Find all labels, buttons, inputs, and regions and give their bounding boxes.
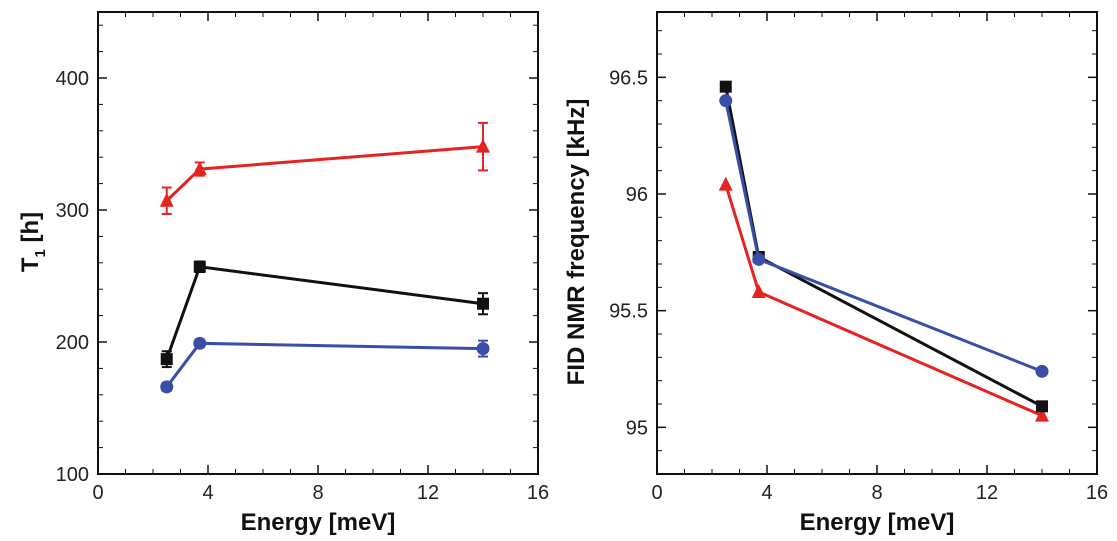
data-point-circle <box>160 380 174 394</box>
data-point-circle <box>752 252 766 266</box>
x-tick-label: 4 <box>202 482 213 504</box>
data-point-triangle <box>1035 407 1049 422</box>
x-tick-label: 0 <box>651 482 662 504</box>
y-tick-label: 95 <box>626 417 648 439</box>
data-point-square <box>719 80 732 93</box>
series-line-triangle <box>165 145 484 202</box>
x-axis-label-right: Energy [meV] <box>800 509 955 536</box>
x-tick-label: 8 <box>312 482 323 504</box>
data-point-circle <box>1035 364 1049 378</box>
series-line-circle <box>165 341 484 388</box>
x-tick-label: 16 <box>1086 482 1108 504</box>
data-point-triangle <box>159 192 174 207</box>
chart-left: 0 4 8 12 16 100 200 300 400 <box>56 11 549 504</box>
y-axis-label-right: FID NMR frequency [kHz] <box>563 99 590 386</box>
y-tick-label: 95.5 <box>609 301 648 323</box>
x-axis-label-left: Energy [meV] <box>241 509 396 536</box>
data-point-square <box>160 353 173 366</box>
x-tick-label: 16 <box>527 482 549 504</box>
y-tick-label: 100 <box>56 464 89 486</box>
y-tick-label: 200 <box>56 332 89 354</box>
data-point-circle <box>193 336 207 350</box>
x-tick-label: 12 <box>417 482 439 504</box>
data-point-circle <box>476 342 490 356</box>
data-point-triangle <box>718 176 733 191</box>
data-point-triangle <box>476 138 490 153</box>
y-axis-label-left: T1 [h] <box>17 212 49 272</box>
y-tick-label: 96 <box>626 184 648 206</box>
x-tick-label: 0 <box>92 482 103 504</box>
x-tick-label: 12 <box>976 482 998 504</box>
x-tick-label: 8 <box>871 482 882 504</box>
plot-frame <box>97 11 539 475</box>
y-tick-label: 96.5 <box>609 67 648 89</box>
x-tick-label: 4 <box>761 482 772 504</box>
series-line-circle <box>724 100 1043 373</box>
data-point-triangle <box>192 161 207 176</box>
data-point-square <box>193 260 206 273</box>
data-point-square <box>477 297 489 310</box>
data-point-circle <box>719 94 733 108</box>
y-tick-label: 400 <box>56 68 89 90</box>
data-point-triangle <box>751 284 766 298</box>
series-line-square <box>724 86 1043 408</box>
chart-right: 0 4 8 12 16 95 95.5 96 96.5 <box>609 11 1108 504</box>
data-point-square <box>1036 400 1048 413</box>
y-tick-label: 300 <box>56 200 89 222</box>
